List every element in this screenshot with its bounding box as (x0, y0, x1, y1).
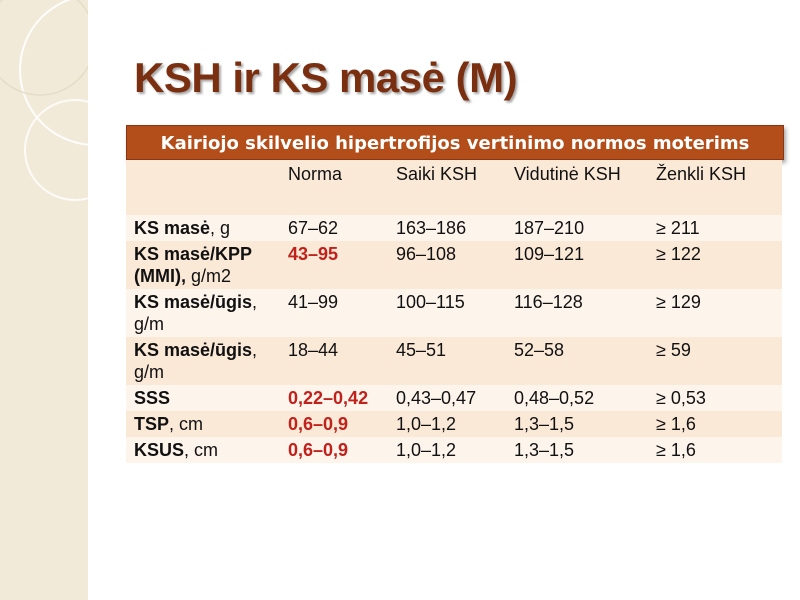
row-label-name: KS masė/ūgis (134, 292, 253, 312)
cell-norma: 0,6–0,9 (280, 411, 388, 437)
row-label-unit: g/m2 (185, 266, 232, 286)
table-row: KS masė/KPP (MMI), g/m2 43–95 96–108 109… (126, 241, 782, 289)
row-label-name: TSP (134, 414, 170, 434)
cell-norma: 0,22–0,42 (280, 385, 388, 411)
row-label-unit: , cm (184, 440, 219, 460)
table-row: KS masė, g 67–62 163–186 187–210 ≥ 211 (126, 215, 782, 241)
cell-norma: 18–44 (280, 337, 388, 385)
table-row: TSP, cm 0,6–0,9 1,0–1,2 1,3–1,5 ≥ 1,6 (126, 411, 782, 437)
row-label: TSP, cm (126, 411, 280, 437)
cell-saiki: 1,0–1,2 (388, 411, 506, 437)
norms-table: Norma Saiki KSH Vidutinė KSH Ženkli KSH … (126, 160, 782, 463)
row-label-unit: , g (210, 218, 231, 238)
table-row: SSS 0,22–0,42 0,43–0,47 0,48–0,52 ≥ 0,53 (126, 385, 782, 411)
cell-saiki: 96–108 (388, 241, 506, 289)
table-row: KS masė/ūgis, g/m 18–44 45–51 52–58 ≥ 59 (126, 337, 782, 385)
cell-saiki: 100–115 (388, 289, 506, 337)
cell-vidutine: 1,3–1,5 (506, 437, 648, 463)
row-label-unit: , cm (169, 414, 204, 434)
cell-vidutine: 187–210 (506, 215, 648, 241)
decorative-side-band (0, 0, 88, 600)
cell-norma: 41–99 (280, 289, 388, 337)
header-vidutine: Vidutinė KSH (506, 160, 648, 215)
cell-saiki: 163–186 (388, 215, 506, 241)
row-label-name: KS masė (134, 218, 211, 238)
header-empty-cell (126, 160, 280, 215)
row-label-name: KS masė/ūgis (134, 340, 253, 360)
cell-norma: 67–62 (280, 215, 388, 241)
table-banner: Kairiojo skilvelio hipertrofijos vertini… (126, 125, 784, 160)
cell-vidutine: 52–58 (506, 337, 648, 385)
cell-saiki: 0,43–0,47 (388, 385, 506, 411)
cell-zenkli: ≥ 1,6 (648, 437, 782, 463)
row-label-unit: , g/m (134, 292, 258, 334)
header-norma: Norma (280, 160, 388, 215)
row-label: KS masė/KPP (MMI), g/m2 (126, 241, 280, 289)
cell-norma: 43–95 (280, 241, 388, 289)
row-label-name: KSUS (134, 440, 185, 460)
slide-title: KSH ir KS masė (M) (134, 54, 518, 101)
row-label: KSUS, cm (126, 437, 280, 463)
cell-zenkli: ≥ 1,6 (648, 411, 782, 437)
cell-zenkli: ≥ 122 (648, 241, 782, 289)
cell-vidutine: 1,3–1,5 (506, 411, 648, 437)
row-label-name: SSS (134, 388, 171, 408)
cell-vidutine: 0,48–0,52 (506, 385, 648, 411)
cell-vidutine: 109–121 (506, 241, 648, 289)
cell-vidutine: 116–128 (506, 289, 648, 337)
row-label: KS masė, g (126, 215, 280, 241)
cell-zenkli: ≥ 59 (648, 337, 782, 385)
header-saiki: Saiki KSH (388, 160, 506, 215)
header-zenkli: Ženkli KSH (648, 160, 782, 215)
row-label-name: KS masė/KPP (MMI), (134, 244, 252, 286)
row-label: SSS (126, 385, 280, 411)
row-label: KS masė/ūgis, g/m (126, 337, 280, 385)
table-row: KSUS, cm 0,6–0,9 1,0–1,2 1,3–1,5 ≥ 1,6 (126, 437, 782, 463)
cell-zenkli: ≥ 0,53 (648, 385, 782, 411)
cell-saiki: 45–51 (388, 337, 506, 385)
cell-saiki: 1,0–1,2 (388, 437, 506, 463)
cell-zenkli: ≥ 129 (648, 289, 782, 337)
cell-norma: 0,6–0,9 (280, 437, 388, 463)
table-header-row: Norma Saiki KSH Vidutinė KSH Ženkli KSH (126, 160, 782, 215)
row-label: KS masė/ūgis, g/m (126, 289, 280, 337)
decorative-circles (0, 0, 88, 201)
cell-zenkli: ≥ 211 (648, 215, 782, 241)
row-label-unit: , g/m (134, 340, 258, 382)
table-row: KS masė/ūgis, g/m 41–99 100–115 116–128 … (126, 289, 782, 337)
